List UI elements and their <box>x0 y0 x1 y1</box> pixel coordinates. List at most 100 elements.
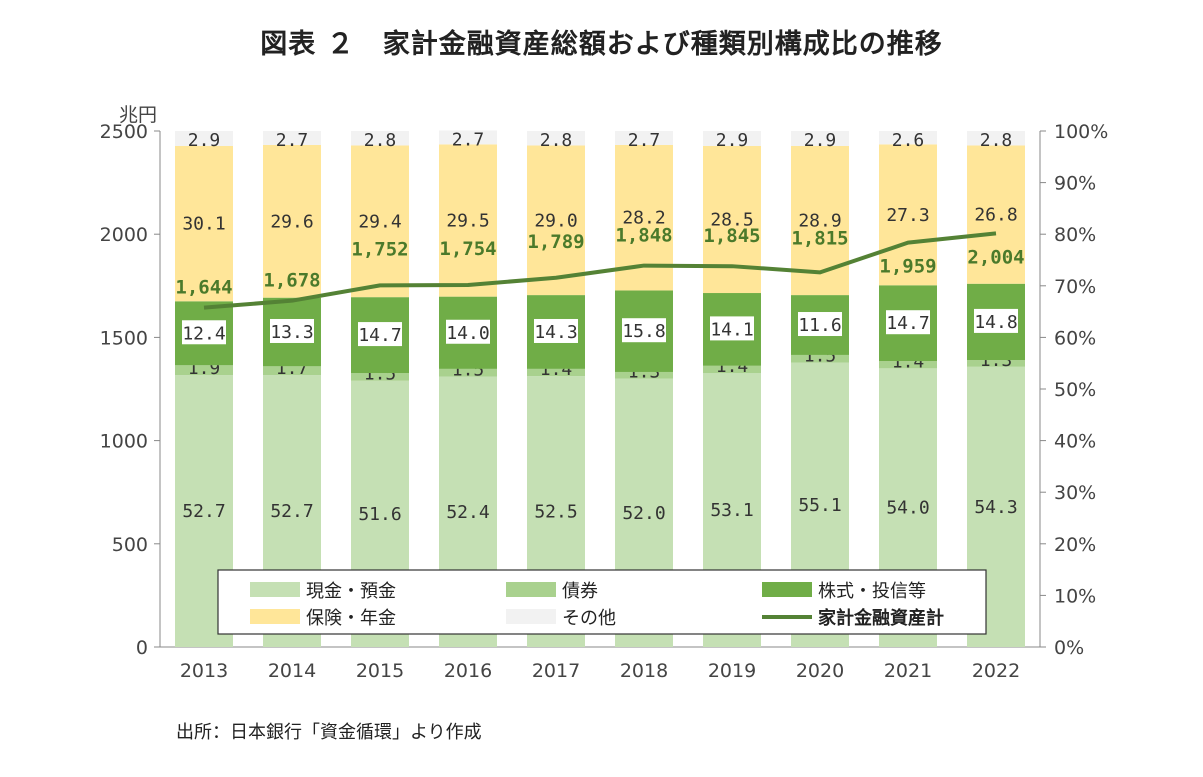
bar-value-label: 14.8 <box>974 312 1017 333</box>
bar-label-box <box>270 318 314 343</box>
bar-value-label: 11.6 <box>798 315 841 336</box>
bar-segment <box>439 368 497 377</box>
bar-segment <box>967 131 1025 146</box>
bar-segment <box>439 144 497 297</box>
left-tick-label: 0 <box>136 637 148 659</box>
bar-segment <box>879 131 937 145</box>
bar-segment <box>351 131 409 146</box>
total-value-label: 1,644 <box>175 277 232 299</box>
bar-segment <box>263 144 321 298</box>
legend-label: 現金・預金 <box>306 581 396 602</box>
bar-value-label: 2.8 <box>364 130 397 151</box>
bar-segment <box>615 131 673 145</box>
left-tick-label: 1000 <box>100 431 148 453</box>
total-value-label: 1,789 <box>527 231 584 253</box>
bar-label-box <box>446 319 490 344</box>
bar-value-label: 14.1 <box>710 319 753 340</box>
right-tick-label: 50% <box>1054 379 1096 401</box>
bar-value-label: 29.4 <box>358 211 401 232</box>
bar-value-label: 52.7 <box>182 501 225 522</box>
bar-value-label: 2.9 <box>716 130 749 151</box>
legend-swatch <box>250 609 300 624</box>
total-value-label: 1,752 <box>351 238 408 260</box>
bar-label-box <box>358 322 402 347</box>
right-tick-label: 80% <box>1054 224 1096 246</box>
x-tick-label: 2013 <box>180 660 228 682</box>
legend-box <box>217 569 987 635</box>
bar-segment <box>879 144 937 286</box>
bar-value-label: 28.2 <box>622 208 665 229</box>
total-value-label: 2,004 <box>967 246 1024 268</box>
bar-segment <box>615 371 673 379</box>
bar-label-box <box>798 312 842 337</box>
left-tick-label: 2500 <box>100 121 148 143</box>
left-axis-unit: 兆円 <box>119 104 157 126</box>
bar-value-label: 29.5 <box>446 211 489 232</box>
bar-value-label: 52.0 <box>622 503 665 524</box>
bar-segment <box>175 365 233 376</box>
bar-value-label: 2.8 <box>980 130 1013 151</box>
bar-value-label: 15.8 <box>622 321 665 342</box>
bar-label-box <box>886 310 930 335</box>
bar-value-label: 2.9 <box>188 130 221 151</box>
total-value-label: 1,754 <box>439 238 496 260</box>
bar-value-label: 52.5 <box>534 502 577 523</box>
total-value-label: 1,959 <box>879 256 936 278</box>
right-tick-label: 70% <box>1054 276 1096 298</box>
right-tick-label: 0% <box>1054 637 1084 659</box>
bar-segment <box>703 131 761 146</box>
bar-value-label: 2.6 <box>892 130 925 151</box>
bar-segment <box>879 361 937 369</box>
bar-value-label: 14.0 <box>446 323 489 344</box>
total-line <box>203 231 997 310</box>
legend-label: その他 <box>562 608 616 629</box>
bar-value-label: 28.5 <box>710 209 753 230</box>
bar-label-box <box>710 316 754 341</box>
bar-value-label: 55.1 <box>798 495 841 516</box>
bar-value-label: 52.7 <box>270 501 313 522</box>
x-tick-label: 2017 <box>532 660 580 682</box>
right-tick-label: 40% <box>1054 431 1096 453</box>
total-value-label: 1,848 <box>615 225 672 247</box>
left-tick-label: 500 <box>112 534 148 556</box>
bar-value-label: 54.0 <box>886 498 929 519</box>
bar-label-box <box>534 318 578 343</box>
x-tick-label: 2022 <box>972 660 1020 682</box>
bar-segment <box>439 130 497 145</box>
bar-segment <box>527 368 585 377</box>
x-tick-label: 2018 <box>620 660 668 682</box>
bar-value-label: 2.7 <box>628 130 661 151</box>
bar-segment <box>351 373 409 381</box>
bar-segment <box>791 131 849 146</box>
legend-swatch <box>762 582 812 597</box>
x-tick-label: 2015 <box>356 660 404 682</box>
chart-title: 図表 ２ 家計金融資産総額および種類別構成比の推移 <box>260 29 943 60</box>
bar-segment <box>527 131 585 146</box>
bar-segment <box>351 145 409 298</box>
bar-value-label: 54.3 <box>974 497 1017 518</box>
bar-label-box <box>182 320 226 345</box>
bar-segment <box>175 131 233 146</box>
legend-label: 保険・年金 <box>306 608 396 629</box>
bar-value-label: 14.7 <box>358 325 401 346</box>
bar-value-label: 14.7 <box>886 313 929 334</box>
total-value-label: 1,845 <box>703 225 760 247</box>
bar-segment <box>967 360 1025 367</box>
bar-value-label: 30.1 <box>182 214 225 235</box>
bar-value-label: 2.7 <box>276 130 309 151</box>
legend-label: 株式・投信等 <box>818 581 926 602</box>
bar-value-label: 2.7 <box>452 129 485 150</box>
total-value-label: 1,678 <box>263 270 320 292</box>
bar-value-label: 51.6 <box>358 504 401 525</box>
legend-label: 家計金融資産計 <box>818 607 944 629</box>
right-tick-label: 30% <box>1054 482 1096 504</box>
bar-segment <box>967 145 1025 284</box>
right-tick-label: 90% <box>1054 173 1096 195</box>
x-tick-label: 2021 <box>884 660 932 682</box>
bar-segment <box>263 366 321 376</box>
x-tick-label: 2020 <box>796 660 844 682</box>
bar-value-label: 52.4 <box>446 502 489 523</box>
bar-value-label: 13.3 <box>270 322 313 343</box>
bar-segment <box>527 145 585 296</box>
